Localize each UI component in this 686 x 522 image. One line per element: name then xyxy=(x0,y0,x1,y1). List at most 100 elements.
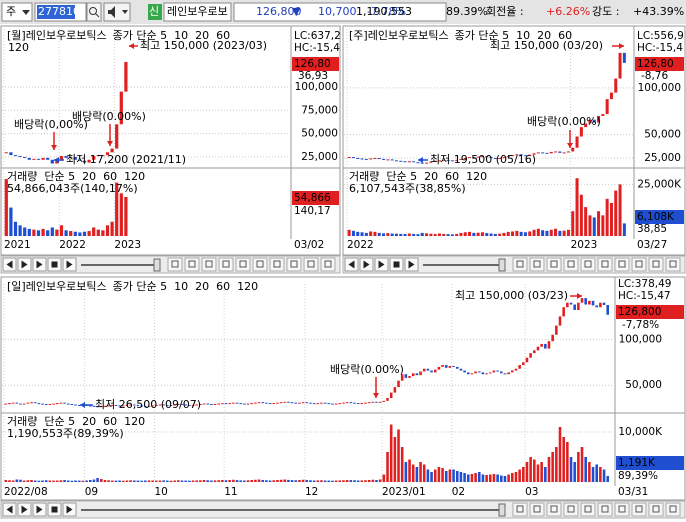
volume-bar xyxy=(399,233,403,236)
tool-button[interactable] xyxy=(665,502,681,517)
candle xyxy=(44,404,48,406)
tool-button[interactable] xyxy=(546,257,562,272)
volume-bar xyxy=(455,233,459,236)
volume-bar xyxy=(502,232,506,236)
volume-bar xyxy=(283,479,287,482)
volume-bar xyxy=(162,480,165,482)
tool-button[interactable] xyxy=(201,257,217,272)
dropdown-arrow xyxy=(22,10,30,15)
volume-bar xyxy=(96,478,99,482)
tool-button[interactable] xyxy=(512,502,528,517)
code-selection xyxy=(37,5,75,19)
candle xyxy=(551,334,554,342)
tool-button[interactable] xyxy=(529,502,545,517)
candle xyxy=(64,156,68,158)
candle xyxy=(382,158,386,160)
x-tick-label: 2022 xyxy=(59,239,86,251)
tool-button[interactable] xyxy=(631,502,647,517)
tool-button[interactable] xyxy=(597,257,613,272)
volume-bar xyxy=(110,221,114,236)
tool-button[interactable] xyxy=(580,257,596,272)
tool-button[interactable] xyxy=(631,257,647,272)
tool-button[interactable] xyxy=(218,257,234,272)
volume-bar xyxy=(316,480,320,482)
candle xyxy=(268,403,272,405)
volume-bar xyxy=(496,474,499,482)
search-icon xyxy=(95,13,100,18)
candle xyxy=(622,52,626,63)
tool-button[interactable] xyxy=(512,257,528,272)
candle xyxy=(400,374,404,381)
sound-button[interactable] xyxy=(103,2,131,22)
volume-bar xyxy=(422,464,426,482)
candle xyxy=(371,401,375,403)
slider-thumb[interactable] xyxy=(498,503,506,517)
candle xyxy=(606,304,609,315)
candle xyxy=(96,155,100,157)
candle xyxy=(272,403,276,405)
direction: ▼ xyxy=(292,5,301,18)
tool-button[interactable] xyxy=(665,257,681,272)
volume-bar xyxy=(4,179,8,236)
candle xyxy=(136,404,140,406)
legend-item: 거래량 xyxy=(7,170,37,183)
volume-bar xyxy=(87,231,91,236)
legend-item: 종가 단순 5 xyxy=(113,29,167,42)
tool-button[interactable] xyxy=(648,502,664,517)
volume-bar xyxy=(360,232,364,236)
nav-icon xyxy=(36,505,43,514)
candle xyxy=(287,401,290,403)
volume-bar xyxy=(515,230,519,236)
tool-button[interactable] xyxy=(648,257,664,272)
candle xyxy=(133,404,136,406)
legend-item: 종가 단순 5 xyxy=(455,29,509,42)
volume-bar xyxy=(584,207,588,236)
search-button[interactable] xyxy=(86,2,102,22)
candle xyxy=(349,402,353,404)
tool-button[interactable] xyxy=(286,257,302,272)
tool-button[interactable] xyxy=(320,257,336,272)
candle xyxy=(82,160,87,163)
tool-button[interactable] xyxy=(529,257,545,272)
volume-bar xyxy=(507,474,510,482)
tool-button[interactable] xyxy=(614,502,630,517)
volume-bar xyxy=(488,474,492,482)
candle xyxy=(32,158,36,160)
candle xyxy=(397,380,400,388)
market-select[interactable] xyxy=(1,2,33,22)
volume-bar xyxy=(511,231,515,236)
legend-item: 20 xyxy=(82,170,96,183)
candle xyxy=(115,124,119,149)
volume-bar xyxy=(472,232,476,236)
candle xyxy=(588,300,591,305)
candle xyxy=(419,371,422,376)
slider-thumb[interactable] xyxy=(153,258,161,272)
arrow-head xyxy=(373,393,379,398)
tool-icon xyxy=(533,260,541,268)
volume-last-box xyxy=(635,210,684,224)
tool-button[interactable] xyxy=(269,257,285,272)
tool-button[interactable] xyxy=(563,502,579,517)
tool-button[interactable] xyxy=(235,257,251,272)
candle xyxy=(386,159,390,161)
tool-button[interactable] xyxy=(546,502,562,517)
tool-button[interactable] xyxy=(252,257,268,272)
candle xyxy=(144,405,147,407)
tool-button[interactable] xyxy=(614,257,630,272)
volume-bar xyxy=(614,190,618,236)
tool-button[interactable] xyxy=(563,257,579,272)
candle xyxy=(110,404,114,406)
candle xyxy=(254,402,257,404)
volume-bar xyxy=(480,232,484,236)
volume-bar xyxy=(605,198,609,236)
slider-thumb[interactable] xyxy=(498,258,506,272)
tool-button[interactable] xyxy=(184,257,200,272)
tool-button[interactable] xyxy=(580,502,596,517)
candle xyxy=(30,402,33,404)
tool-button[interactable] xyxy=(167,257,183,272)
candle xyxy=(566,151,570,153)
tool-button[interactable] xyxy=(303,257,319,272)
last-price-box xyxy=(635,57,684,71)
tool-button[interactable] xyxy=(597,502,613,517)
volume-bar xyxy=(551,452,554,482)
